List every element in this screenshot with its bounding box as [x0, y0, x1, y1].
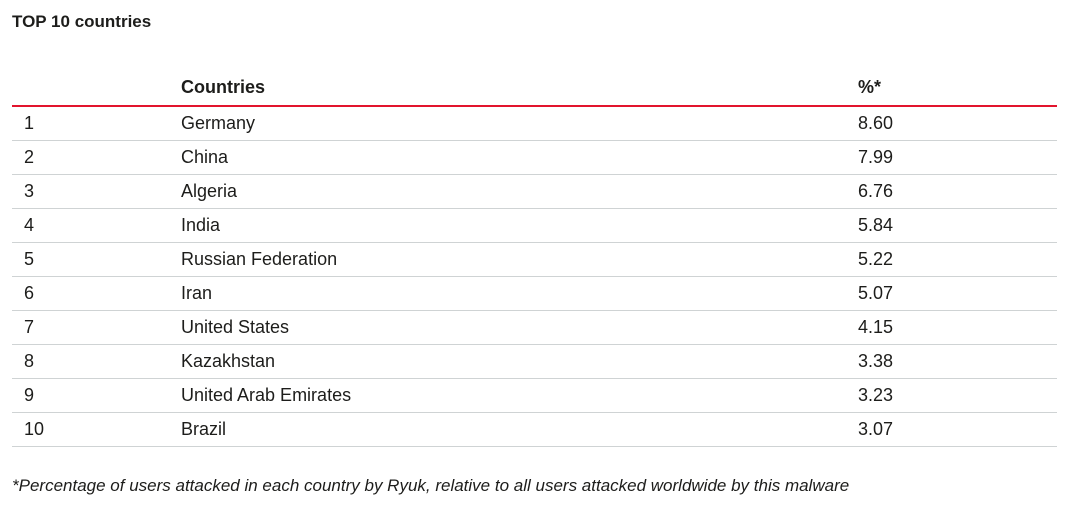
table-header-row: Countries %*: [12, 70, 1057, 107]
table-row: 9 United Arab Emirates 3.23: [12, 379, 1057, 413]
row-percent: 3.23: [858, 385, 894, 405]
row-percent: 5.07: [858, 283, 894, 303]
row-country: India: [181, 215, 221, 235]
row-percent: 3.07: [858, 419, 894, 439]
countries-table: Countries %* 1 Germany 8.60 2 China 7.99…: [12, 70, 1057, 447]
table-row: 4 India 5.84: [12, 209, 1057, 243]
table-row: 2 China 7.99: [12, 141, 1057, 175]
row-rank: 10: [24, 419, 45, 439]
row-rank: 3: [24, 181, 35, 201]
table-row: 8 Kazakhstan 3.38: [12, 345, 1057, 379]
row-percent: 5.22: [858, 249, 894, 269]
row-country: Iran: [181, 283, 213, 303]
row-rank: 8: [24, 351, 35, 371]
table-row: 1 Germany 8.60: [12, 107, 1057, 141]
row-percent: 5.84: [858, 215, 894, 235]
table-title: TOP 10 countries: [12, 12, 152, 31]
row-country: China: [181, 147, 229, 167]
table-row: 7 United States 4.15: [12, 311, 1057, 345]
row-country: Germany: [181, 113, 256, 133]
row-country: Kazakhstan: [181, 351, 276, 371]
row-country: United States: [181, 317, 290, 337]
row-rank: 9: [24, 385, 35, 405]
table-row: 10 Brazil 3.07: [12, 413, 1057, 447]
row-percent: 3.38: [858, 351, 894, 371]
row-country: United Arab Emirates: [181, 385, 352, 405]
row-rank: 1: [24, 113, 35, 133]
row-rank: 5: [24, 249, 35, 269]
row-rank: 4: [24, 215, 35, 235]
table-row: 3 Algeria 6.76: [12, 175, 1057, 209]
row-rank: 2: [24, 147, 35, 167]
row-percent: 4.15: [858, 317, 894, 337]
row-country: Brazil: [181, 419, 227, 439]
header-countries: Countries: [181, 77, 266, 97]
table-row: 6 Iran 5.07: [12, 277, 1057, 311]
row-rank: 6: [24, 283, 35, 303]
row-rank: 7: [24, 317, 35, 337]
row-percent: 7.99: [858, 147, 894, 167]
row-percent: 8.60: [858, 113, 894, 133]
row-country: Algeria: [181, 181, 238, 201]
footnote: *Percentage of users attacked in each co…: [12, 476, 850, 495]
row-percent: 6.76: [858, 181, 894, 201]
table-row: 5 Russian Federation 5.22: [12, 243, 1057, 277]
header-percent: %*: [858, 77, 882, 97]
row-country: Russian Federation: [181, 249, 338, 269]
